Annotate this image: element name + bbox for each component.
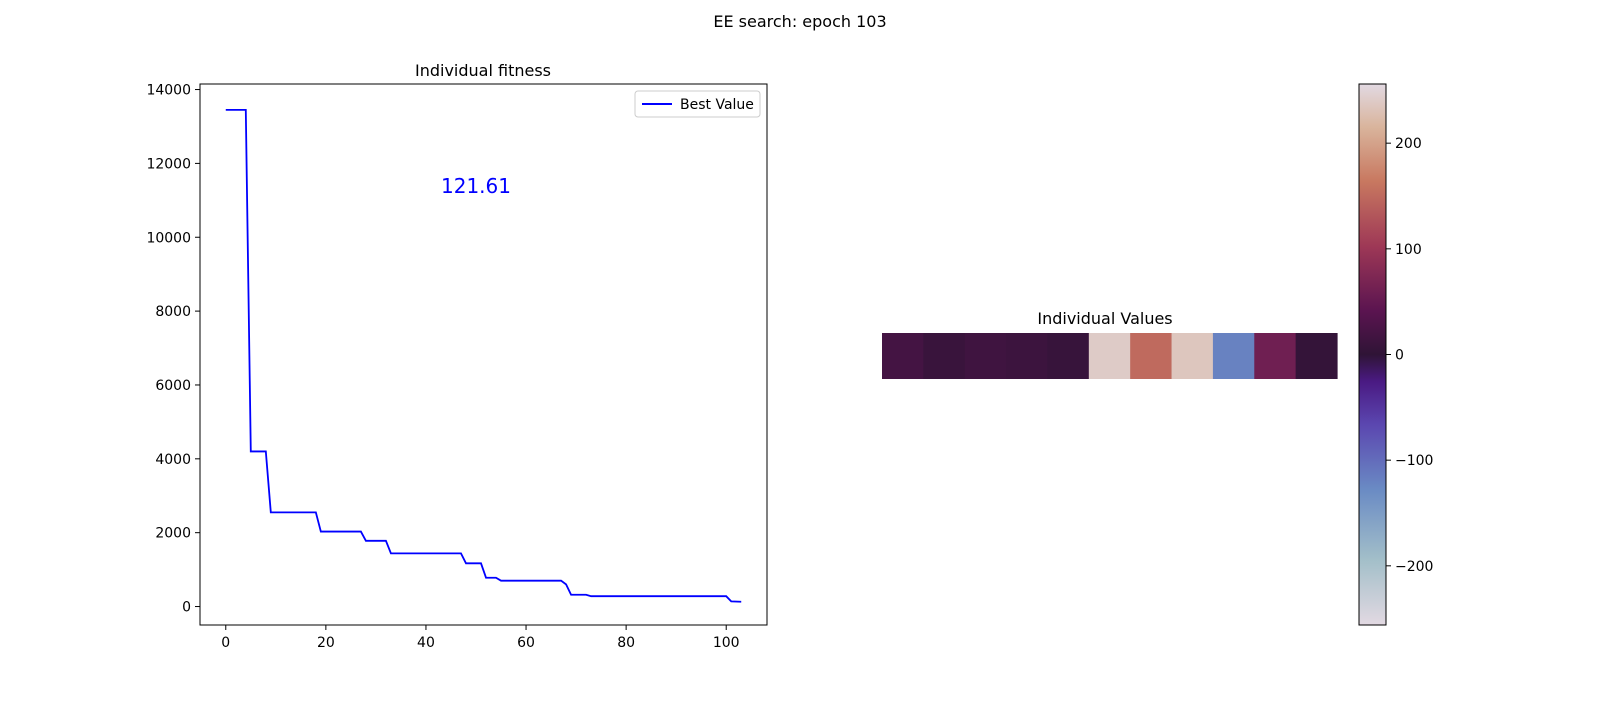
heatmap-cell xyxy=(1088,333,1131,379)
colorbar-ticks: −200 −100 0 100 200 xyxy=(1386,136,1433,575)
heatmap-cell xyxy=(1047,333,1090,379)
heatmap-title: Individual Values xyxy=(1037,309,1172,328)
fitness-y-ticks: 0 2000 4000 6000 8000 10000 12000 14000 xyxy=(146,83,200,616)
colorbar-tick-label: −100 xyxy=(1395,453,1433,469)
y-tick-label: 8000 xyxy=(155,304,191,320)
y-tick-label: 10000 xyxy=(146,230,191,246)
x-tick-label: 60 xyxy=(517,635,535,651)
fitness-x-ticks: 0 20 40 60 80 100 xyxy=(221,625,740,651)
x-tick-label: 80 xyxy=(617,635,635,651)
y-tick-label: 6000 xyxy=(155,378,191,394)
y-tick-label: 0 xyxy=(182,600,191,616)
y-tick-label: 14000 xyxy=(146,83,191,99)
y-tick-label: 2000 xyxy=(155,526,191,542)
legend-label: Best Value xyxy=(680,97,754,113)
heatmap-cell xyxy=(882,333,924,379)
fitness-chart-title: Individual fitness xyxy=(415,61,551,80)
colorbar-tick-label: 200 xyxy=(1395,136,1422,152)
individual-values-heatmap: Individual Values xyxy=(882,309,1338,379)
x-tick-label: 40 xyxy=(417,635,435,651)
colorbar-tick-label: 100 xyxy=(1395,242,1422,258)
heatmap-cell xyxy=(1171,333,1214,379)
best-value-series-line xyxy=(225,108,742,603)
heatmap-cell xyxy=(1130,333,1173,379)
fitness-legend: Best Value xyxy=(634,90,761,118)
heatmap-cell xyxy=(1295,333,1338,379)
y-tick-label: 12000 xyxy=(146,156,191,172)
figure-suptitle: EE search: epoch 103 xyxy=(713,12,886,31)
legend-box xyxy=(634,90,761,118)
heatmap-cell xyxy=(1254,333,1297,379)
colorbar-gradient xyxy=(1358,83,1387,626)
heatmap-cells xyxy=(882,333,1338,379)
fitness-line-chart: Individual fitness 020004000600080001000… xyxy=(146,61,768,651)
colorbar: −200 −100 0 100 200 xyxy=(1358,83,1433,626)
fitness-value-annotation: 121.61 xyxy=(441,174,511,198)
colorbar-tick-label: −200 xyxy=(1395,559,1433,575)
x-tick-label: 20 xyxy=(317,635,335,651)
heatmap-cell xyxy=(964,333,1007,379)
heatmap-cell xyxy=(1212,333,1255,379)
heatmap-cell xyxy=(923,333,966,379)
x-tick-label: 100 xyxy=(713,635,740,651)
heatmap-cell xyxy=(1006,333,1049,379)
y-tick-label: 4000 xyxy=(155,452,191,468)
x-tick-label: 0 xyxy=(221,635,230,651)
colorbar-tick-label: 0 xyxy=(1395,348,1404,364)
fitness-axes-frame xyxy=(199,83,768,626)
